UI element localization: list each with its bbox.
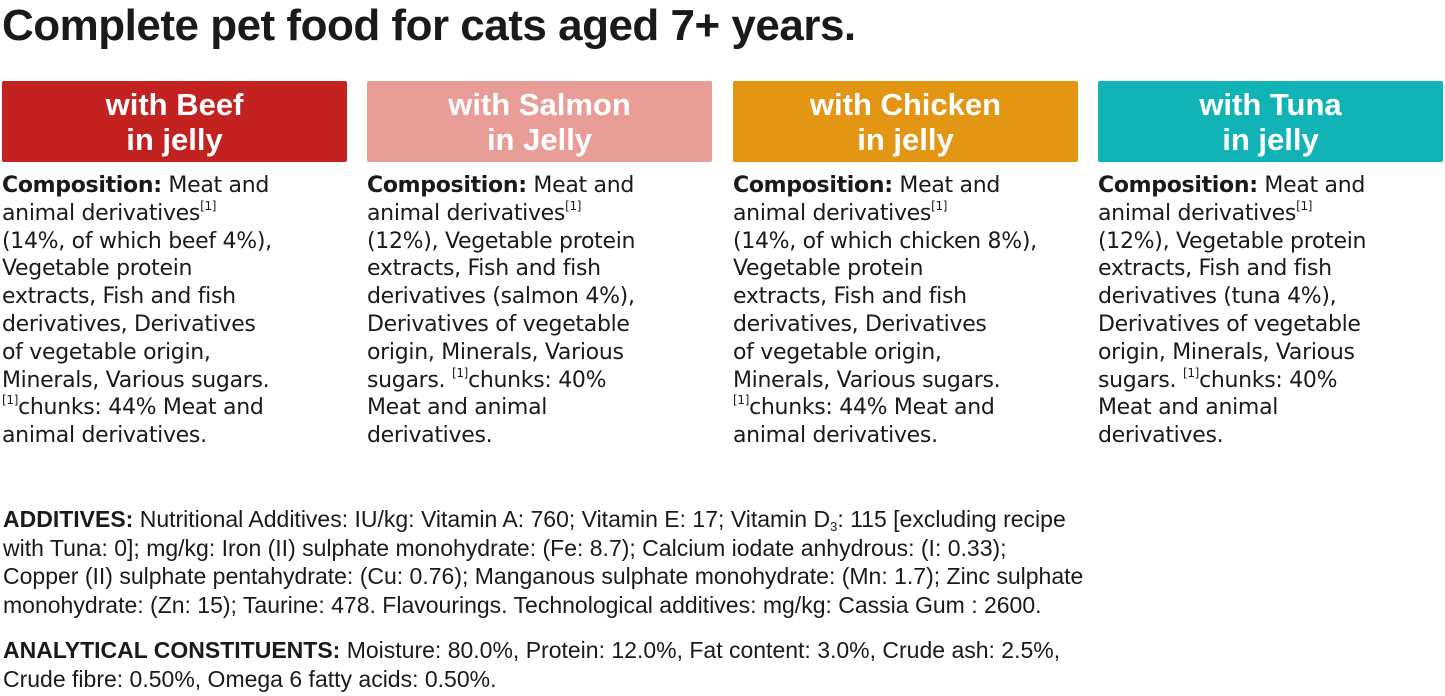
composition-text: Composition: Meat and animal derivatives… <box>367 173 636 449</box>
variant-header-line: with Tuna <box>1199 86 1342 122</box>
footnote-marker: [1] <box>451 365 469 380</box>
composition-text: Composition: Meat and animal derivatives… <box>2 173 272 449</box>
variant-header-line: in jelly <box>857 121 954 157</box>
page-title: Complete pet food for cats aged 7+ years… <box>2 1 856 50</box>
variant-header-line: with Chicken <box>809 86 1002 122</box>
footnote-marker: [1] <box>931 198 948 213</box>
analytical-constituents-section: ANALYTICAL CONSTITUENTS: Moisture: 80.0%… <box>3 637 1061 692</box>
composition-label: Composition: <box>367 173 527 198</box>
composition-text: Composition: Meat and animal derivatives… <box>733 173 1037 449</box>
analytical-label: ANALYTICAL CONSTITUENTS: <box>3 637 341 663</box>
variant-beef: with Beef in jelly Composition: Meat and… <box>2 81 347 450</box>
variant-header-line: in Jelly <box>486 121 593 157</box>
variant-header-line: in jelly <box>126 121 223 157</box>
footnote-marker: [1] <box>1296 198 1313 213</box>
additives-label: ADDITIVES: <box>3 506 134 532</box>
variant-header-beef: with Beef in jelly <box>2 81 347 162</box>
footnote-marker: [1] <box>2 393 19 408</box>
variant-header-line: with Beef <box>105 86 244 122</box>
composition-label: Composition: <box>2 173 162 198</box>
additives-section: ADDITIVES: Nutritional Additives: IU/kg:… <box>3 506 1084 618</box>
footnote-marker: [1] <box>733 393 750 408</box>
variant-header-line: with Salmon <box>448 86 631 122</box>
variant-header-chicken: with Chicken in jelly <box>733 81 1078 162</box>
variant-salmon: with Salmon in Jelly Composition: Meat a… <box>367 81 712 450</box>
subscript-3: 3 <box>830 519 838 534</box>
footnote-marker: [1] <box>565 198 582 213</box>
variant-header-tuna: with Tuna in jelly <box>1098 81 1443 162</box>
composition-label: Composition: <box>733 173 893 198</box>
variant-chicken: with Chicken in jelly Composition: Meat … <box>733 81 1078 450</box>
variant-tuna: with Tuna in jelly Composition: Meat and… <box>1098 81 1443 450</box>
footnote-marker: [1] <box>1182 365 1200 380</box>
variant-header-salmon: with Salmon in Jelly <box>367 81 712 162</box>
footnote-marker: [1] <box>200 198 217 213</box>
variant-header-line: in jelly <box>1222 121 1319 157</box>
composition-text: Composition: Meat and animal derivatives… <box>1098 173 1367 449</box>
composition-label: Composition: <box>1098 173 1258 198</box>
